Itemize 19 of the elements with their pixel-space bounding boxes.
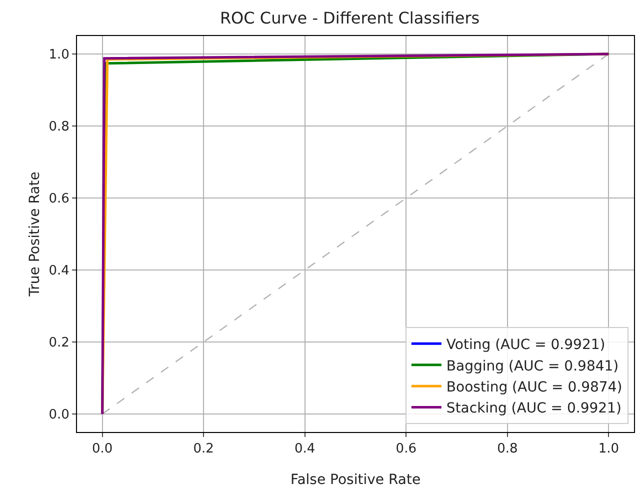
y-tick-label: 1.0 [48, 48, 70, 63]
legend-label: Boosting (AUC = 0.9874) [446, 380, 622, 396]
legend-label: Stacking (AUC = 0.9921) [446, 400, 622, 417]
x-tick-label: 0.6 [396, 442, 416, 457]
y-tick-label: 0.2 [48, 336, 70, 351]
legend-label: Bagging (AUC = 0.9841) [446, 358, 619, 374]
chart-title: ROC Curve - Different Classifiers [220, 8, 480, 28]
legend-label: Voting (AUC = 0.9921) [446, 337, 606, 354]
x-tick-label: 0.0 [92, 442, 113, 457]
x-tick-label: 0.8 [497, 442, 518, 457]
x-tick-label: 0.2 [193, 442, 214, 457]
y-tick-label: 0.6 [48, 192, 70, 207]
x-axis-title: False Positive Rate [290, 472, 421, 488]
y-tick-label: 0.0 [48, 408, 70, 423]
y-tick-label: 0.4 [48, 264, 70, 279]
x-tick-label: 0.4 [294, 442, 316, 457]
y-tick-label: 0.8 [48, 120, 70, 135]
y-axis-title: True Positive Rate [27, 172, 43, 298]
x-tick-label: 1.0 [598, 442, 620, 457]
